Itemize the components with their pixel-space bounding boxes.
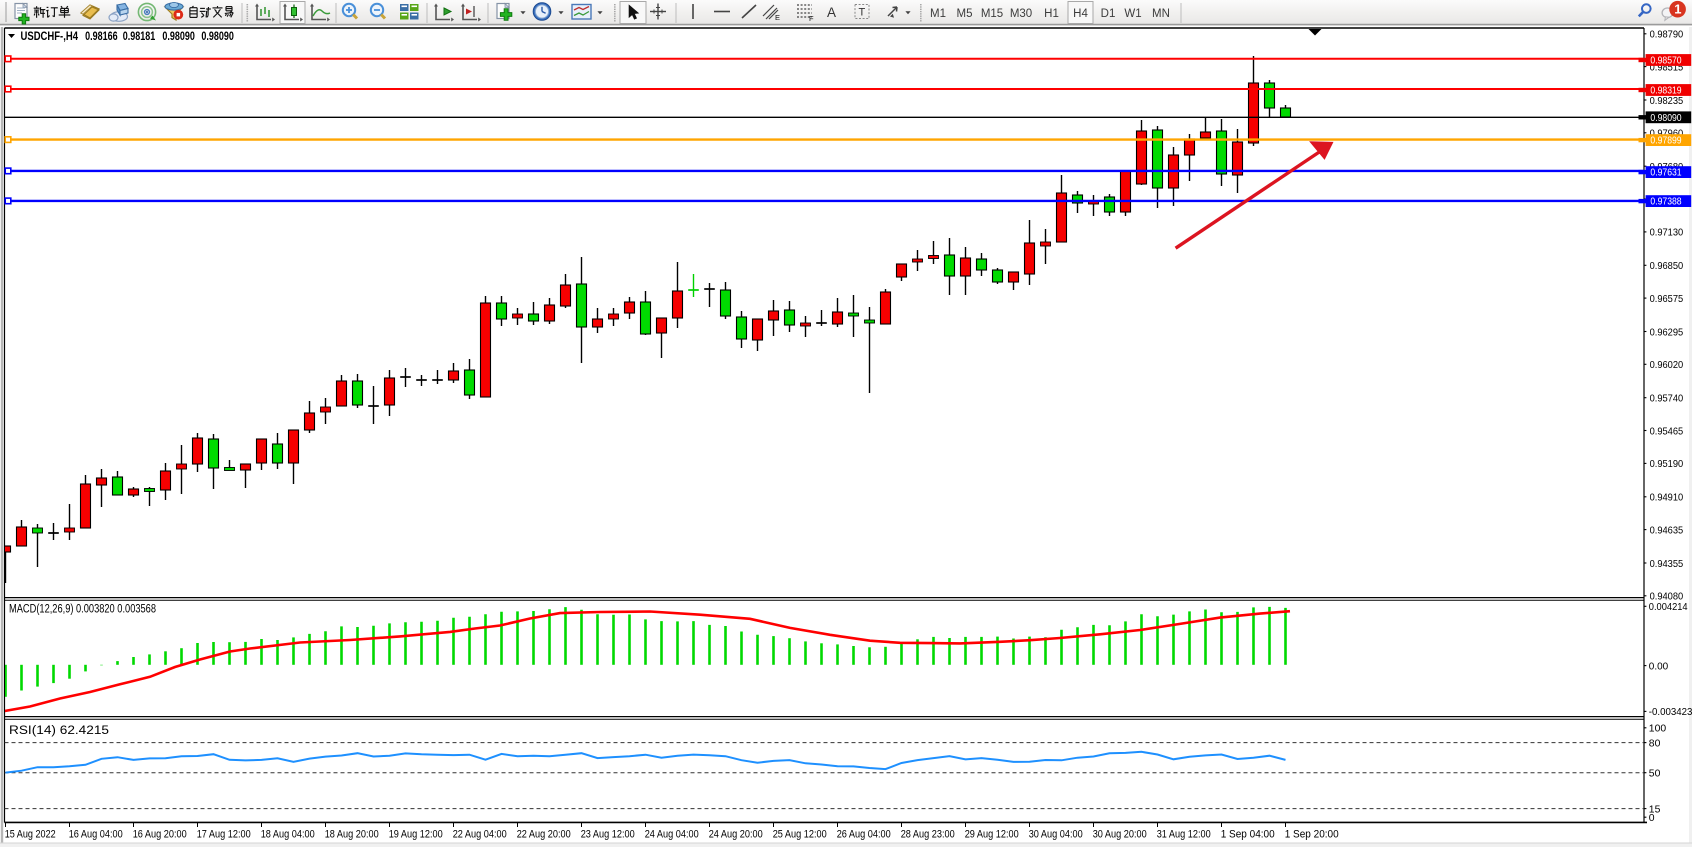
svg-text:30 Aug 04:00: 30 Aug 04:00 xyxy=(1029,828,1083,840)
svg-text:MACD(12,26,9) 0.003820 0.00356: MACD(12,26,9) 0.003820 0.003568 xyxy=(9,604,156,616)
svg-text:0.00: 0.00 xyxy=(1649,661,1669,672)
svg-text:F: F xyxy=(809,14,814,23)
svg-text:0.98235: 0.98235 xyxy=(1650,96,1684,107)
svg-text:16 Aug 04:00: 16 Aug 04:00 xyxy=(69,828,123,840)
svg-text:-0.003423: -0.003423 xyxy=(1649,707,1692,718)
svg-text:17 Aug 12:00: 17 Aug 12:00 xyxy=(197,828,251,840)
svg-text:1 Sep 20:00: 1 Sep 20:00 xyxy=(1285,828,1339,840)
svg-text:0.98166: 0.98166 xyxy=(85,31,118,43)
svg-text:50: 50 xyxy=(1649,769,1661,780)
svg-text:24 Aug 04:00: 24 Aug 04:00 xyxy=(645,828,699,840)
svg-text:0.98181: 0.98181 xyxy=(123,31,156,43)
svg-text:M1: M1 xyxy=(930,8,946,20)
svg-text:0.95465: 0.95465 xyxy=(1650,426,1684,437)
svg-text:18 Aug 20:00: 18 Aug 20:00 xyxy=(325,828,379,840)
svg-text:A: A xyxy=(827,5,836,20)
svg-text:M15: M15 xyxy=(981,8,1003,20)
svg-text:M5: M5 xyxy=(957,8,973,20)
svg-text:28 Aug 23:00: 28 Aug 23:00 xyxy=(901,828,955,840)
svg-text:0.004214: 0.004214 xyxy=(1649,602,1688,613)
svg-text:0.96850: 0.96850 xyxy=(1650,261,1684,272)
svg-text:22 Aug 20:00: 22 Aug 20:00 xyxy=(517,828,571,840)
svg-text:USDCHF-,H4: USDCHF-,H4 xyxy=(21,31,79,43)
svg-text:T: T xyxy=(859,7,866,19)
svg-text:24 Aug 20:00: 24 Aug 20:00 xyxy=(709,828,763,840)
svg-text:D1: D1 xyxy=(1101,8,1116,20)
svg-text:80: 80 xyxy=(1649,738,1661,749)
svg-text:0.98790: 0.98790 xyxy=(1650,30,1684,41)
svg-text:0.97130: 0.97130 xyxy=(1650,228,1684,239)
svg-text:0.96020: 0.96020 xyxy=(1650,360,1684,371)
svg-text:30 Aug 20:00: 30 Aug 20:00 xyxy=(1093,828,1147,840)
svg-text:RSI(14) 62.4215: RSI(14) 62.4215 xyxy=(9,725,109,737)
svg-text:15 Aug 2022: 15 Aug 2022 xyxy=(5,828,56,840)
svg-text:M30: M30 xyxy=(1010,8,1032,20)
svg-text:0.98090: 0.98090 xyxy=(201,31,234,43)
svg-text:19 Aug 12:00: 19 Aug 12:00 xyxy=(389,828,443,840)
svg-text:23 Aug 12:00: 23 Aug 12:00 xyxy=(581,828,635,840)
svg-text:0.98090: 0.98090 xyxy=(162,31,195,43)
svg-text:0.97899: 0.97899 xyxy=(1650,136,1681,147)
svg-text:29 Aug 12:00: 29 Aug 12:00 xyxy=(965,828,1019,840)
svg-text:1 Sep 04:00: 1 Sep 04:00 xyxy=(1221,828,1275,840)
svg-text:0.94355: 0.94355 xyxy=(1650,559,1684,570)
svg-text:MN: MN xyxy=(1152,8,1170,20)
svg-text:0.94080: 0.94080 xyxy=(1650,592,1684,603)
svg-text:0.96295: 0.96295 xyxy=(1650,327,1684,338)
svg-text:0.98570: 0.98570 xyxy=(1650,56,1681,67)
svg-text:22 Aug 04:00: 22 Aug 04:00 xyxy=(453,828,507,840)
svg-text:18 Aug 04:00: 18 Aug 04:00 xyxy=(261,828,315,840)
svg-text:0.97388: 0.97388 xyxy=(1650,197,1681,208)
svg-text:E: E xyxy=(775,13,780,22)
svg-text:0.98090: 0.98090 xyxy=(1650,113,1681,124)
svg-text:16 Aug 20:00: 16 Aug 20:00 xyxy=(133,828,187,840)
svg-text:H4: H4 xyxy=(1073,8,1088,20)
svg-text:0.94910: 0.94910 xyxy=(1650,493,1684,504)
svg-text:0.94635: 0.94635 xyxy=(1650,525,1684,536)
svg-text:0.95740: 0.95740 xyxy=(1650,394,1684,405)
svg-text:31 Aug 12:00: 31 Aug 12:00 xyxy=(1157,828,1211,840)
svg-text:0.98319: 0.98319 xyxy=(1650,86,1681,97)
svg-text:H1: H1 xyxy=(1044,8,1059,20)
svg-text:26 Aug 04:00: 26 Aug 04:00 xyxy=(837,828,891,840)
svg-text:25 Aug 12:00: 25 Aug 12:00 xyxy=(773,828,827,840)
svg-text:W1: W1 xyxy=(1124,8,1141,20)
svg-text:0: 0 xyxy=(1649,813,1655,824)
svg-text:0.97631: 0.97631 xyxy=(1650,168,1681,179)
svg-text:0.95190: 0.95190 xyxy=(1650,459,1684,470)
svg-text:0.96575: 0.96575 xyxy=(1650,294,1684,305)
svg-text:100: 100 xyxy=(1649,724,1667,735)
svg-text:1: 1 xyxy=(1674,2,1681,17)
